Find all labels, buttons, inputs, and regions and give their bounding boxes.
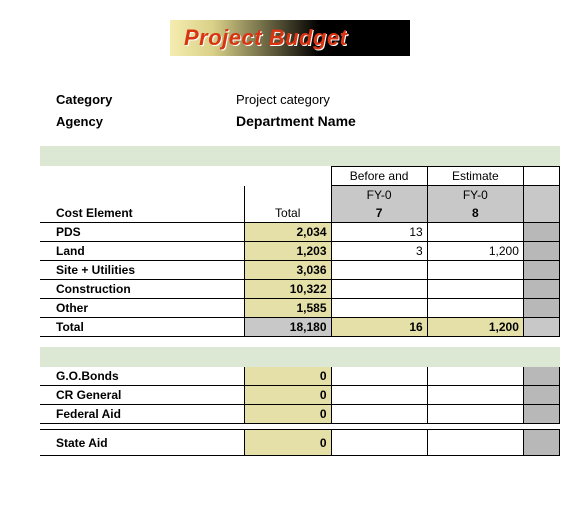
worksheet: Category Project category Agency Departm…	[40, 84, 560, 456]
agency-label: Agency	[56, 114, 236, 129]
fy8-header-a: FY-0	[427, 186, 523, 205]
table-row: Land 1,203 3 1,200	[40, 242, 560, 261]
cost-table: Before and Estimate FY-0 FY-0 Cost Eleme…	[40, 166, 560, 337]
green-band-1	[40, 146, 560, 166]
title-text: Project Budget	[184, 25, 347, 51]
cost-element-header: Cost Element	[40, 204, 244, 223]
table-row: PDS 2,034 13	[40, 223, 560, 242]
before-and-header: Before and	[331, 167, 427, 186]
total-header: Total	[244, 204, 331, 223]
table-row: Federal Aid 0	[40, 405, 560, 424]
estimate-header: Estimate	[427, 167, 523, 186]
table-row: Other 1,585	[40, 299, 560, 318]
fy7-header-b: 7	[331, 204, 427, 223]
funding-total-row: State Aid 0	[40, 430, 560, 456]
total-row: Total 18,180 16 1,200	[40, 318, 560, 337]
fy8-header-b: 8	[427, 204, 523, 223]
info-block: Category Project category Agency Departm…	[40, 84, 560, 146]
table-row: Site + Utilities 3,036	[40, 261, 560, 280]
table-row: G.O.Bonds 0	[40, 367, 560, 386]
category-value: Project category	[236, 92, 330, 107]
table-row: Construction 10,322	[40, 280, 560, 299]
funding-table: G.O.Bonds 0 CR General 0 Federal Aid 0 S…	[40, 367, 560, 456]
green-band-2	[40, 347, 560, 367]
fy7-header-a: FY-0	[331, 186, 427, 205]
title-banner: Project Budget	[170, 20, 410, 56]
table-row: CR General 0	[40, 386, 560, 405]
category-label: Category	[56, 92, 236, 107]
agency-value: Department Name	[236, 113, 356, 129]
